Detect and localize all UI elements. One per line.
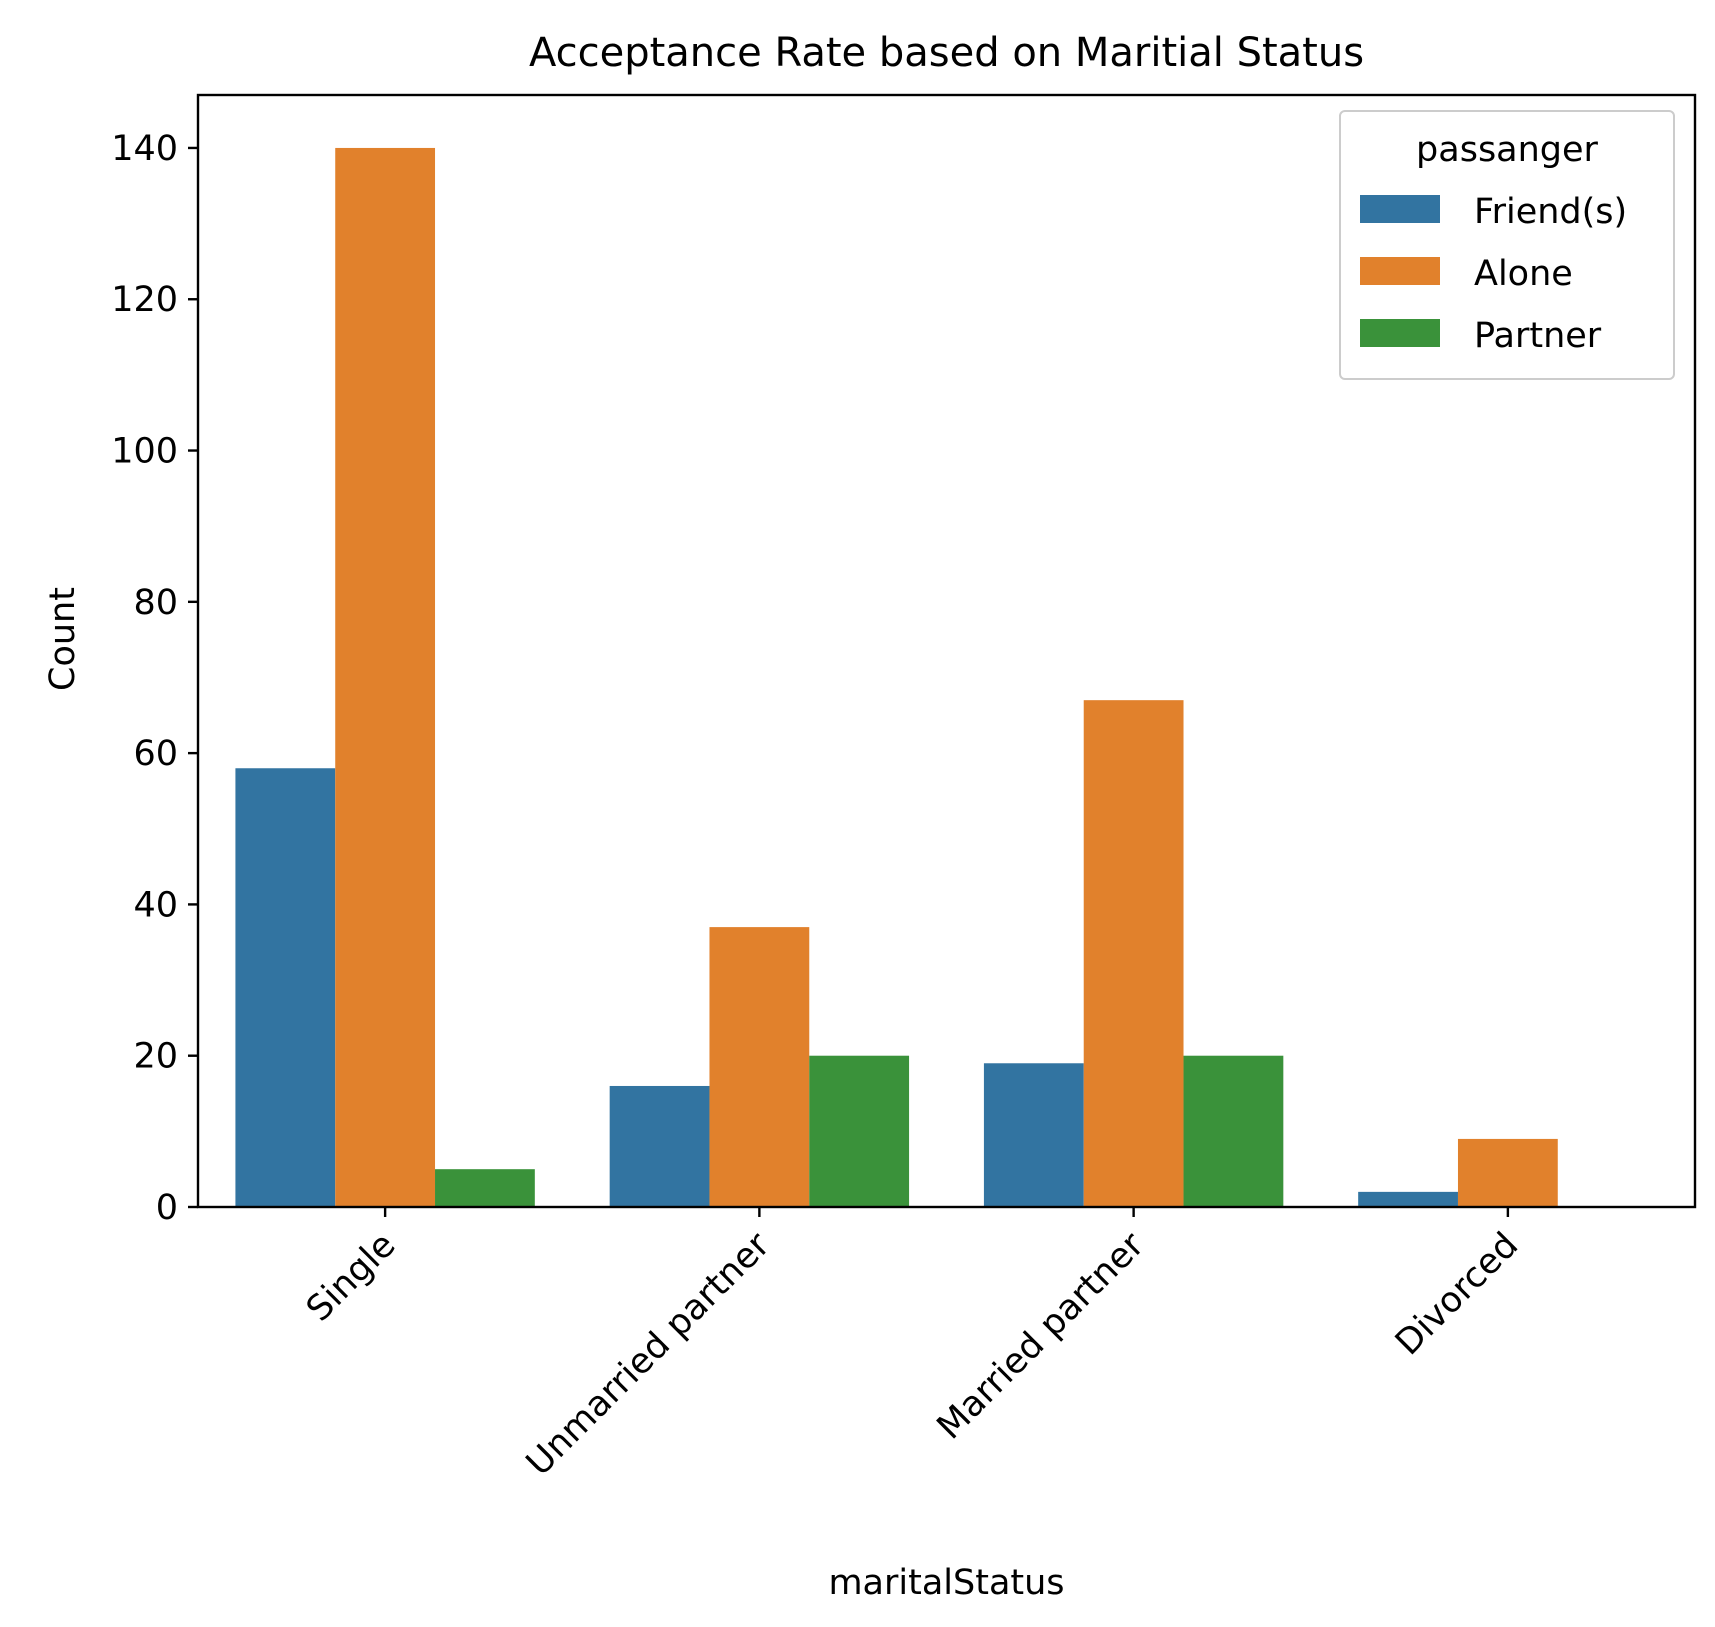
y-tick-label: 0: [156, 1188, 178, 1228]
y-tick-label: 80: [133, 583, 178, 623]
bar: [809, 1055, 910, 1207]
y-axis: 0 20 40 60 80 100 120 140: [111, 129, 198, 1228]
bar: [1358, 1191, 1458, 1207]
legend-title: passanger: [1416, 130, 1599, 170]
legend-label: Friend(s): [1474, 192, 1627, 232]
legend-swatch: [1360, 195, 1440, 223]
legend: passanger Friend(s) Alone Partner: [1339, 110, 1675, 380]
y-tick-label: 20: [133, 1037, 178, 1077]
y-tick-label: 60: [133, 734, 178, 774]
bar: [235, 768, 336, 1207]
bar: [609, 1085, 710, 1207]
y-tick-label: 100: [111, 432, 178, 472]
bar: [1183, 1055, 1284, 1207]
legend-box: [1339, 110, 1675, 380]
bar: [983, 1063, 1084, 1207]
legend-swatch: [1360, 319, 1440, 347]
legend-items: Friend(s) Alone Partner: [1360, 192, 1627, 356]
bar: [335, 147, 436, 1208]
y-tick-label: 40: [133, 885, 178, 925]
bar: [435, 1169, 535, 1207]
y-axis-title: Count: [43, 587, 83, 691]
legend-swatch: [1360, 257, 1440, 285]
plot-frame: [196, 93, 1697, 1209]
bar: [709, 927, 810, 1207]
legend-label: Alone: [1474, 254, 1573, 294]
y-tick-label: 120: [111, 280, 178, 320]
x-axis-title: maritalStatus: [828, 1563, 1064, 1603]
bar: [1083, 700, 1184, 1207]
chart-title: Acceptance Rate based on Maritial Status: [529, 30, 1364, 76]
legend-label: Partner: [1474, 316, 1602, 356]
y-tick-label: 140: [111, 129, 178, 169]
bar: [1457, 1138, 1558, 1207]
bars-layer: [235, 147, 1558, 1208]
